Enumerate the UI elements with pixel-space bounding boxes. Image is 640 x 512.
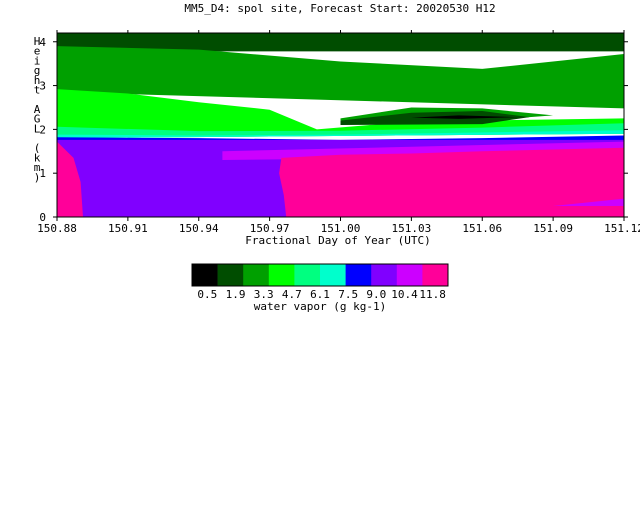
colorbar-tick-label: 1.9 bbox=[226, 288, 246, 301]
y-axis-label-char: e bbox=[34, 45, 41, 58]
contour-region-11 bbox=[57, 141, 83, 217]
y-tick-label: 3 bbox=[39, 80, 46, 93]
y-axis-label-char: G bbox=[34, 113, 41, 126]
colorbar-swatch bbox=[243, 264, 270, 286]
y-tick-label: 2 bbox=[39, 123, 46, 136]
colorbar: 0.5 1.9 3.3 4.7 6.1 7.5 9.0 10.4 11.8 bbox=[191, 263, 449, 301]
colorbar-swatch bbox=[371, 264, 398, 286]
y-axis-label-char: i bbox=[34, 54, 41, 67]
y-axis-label-char: H bbox=[34, 35, 41, 48]
colorbar-frame bbox=[191, 263, 449, 287]
y-axis-label-char: A bbox=[34, 103, 41, 116]
colorbar-swatch bbox=[320, 264, 346, 286]
contour-region-5 bbox=[411, 115, 518, 119]
y-axis: 0 1 2 3 4 bbox=[39, 36, 628, 224]
y-axis-label-char: ( bbox=[34, 142, 41, 155]
y-tick-label: 0 bbox=[39, 211, 46, 224]
colorbar-swatch bbox=[345, 264, 372, 286]
contour-region-13 bbox=[553, 198, 624, 206]
chart-title: MM5_D4: spol site, Forecast Start: 20020… bbox=[184, 2, 495, 15]
y-axis-label-char: m bbox=[34, 161, 41, 174]
y-tick-label: 1 bbox=[39, 167, 46, 180]
x-axis: 150.88 150.91 150.94 150.97 151.00 151.03 151.… bbox=[37, 30, 640, 235]
colorbar-swatch bbox=[217, 264, 244, 286]
x-tick-label: 151.06 bbox=[462, 222, 502, 235]
colorbar-tick-label: 3.3 bbox=[254, 288, 274, 301]
y-axis-label-char: g bbox=[34, 64, 41, 77]
colorbar-tick-label: 10.4 bbox=[391, 288, 418, 301]
y-tick-label: 4 bbox=[39, 36, 46, 49]
x-tick-label: 151.03 bbox=[392, 222, 432, 235]
y-axis-label-char: h bbox=[34, 74, 41, 87]
colorbar-tick-label: 11.8 bbox=[419, 288, 446, 301]
colorbar-swatch bbox=[192, 264, 218, 286]
colorbar-swatch bbox=[396, 264, 423, 286]
colorbar-tick-label: 9.0 bbox=[366, 288, 386, 301]
colorbar-label: water vapor (g kg-1) bbox=[254, 300, 386, 313]
x-tick-label: 150.88 bbox=[37, 222, 77, 235]
contour-region-2 bbox=[57, 89, 624, 139]
y-axis-label-char: t bbox=[34, 84, 41, 97]
colorbar-tick-label: 6.1 bbox=[310, 288, 330, 301]
colorbar-swatch bbox=[422, 264, 449, 286]
x-axis-label: Fractional Day of Year (UTC) bbox=[245, 234, 430, 247]
colorbar-tick-label: 4.7 bbox=[282, 288, 302, 301]
y-axis-label-char: ) bbox=[34, 171, 41, 184]
colorbar-tick-label: 7.5 bbox=[338, 288, 358, 301]
colorbar-swatch bbox=[294, 264, 321, 286]
x-tick-label: 151.00 bbox=[321, 222, 361, 235]
x-tick-label: 150.91 bbox=[108, 222, 148, 235]
x-tick-label: 151.12 bbox=[604, 222, 640, 235]
y-axis-label-char: L bbox=[34, 122, 41, 135]
plot-regions bbox=[57, 33, 624, 217]
contour-region-1 bbox=[57, 46, 624, 109]
colorbar-swatch bbox=[268, 264, 295, 286]
contour-region-7 bbox=[57, 130, 624, 139]
contour-region-12 bbox=[279, 147, 624, 217]
y-axis-label-char: k bbox=[34, 151, 41, 164]
contour-region-0 bbox=[57, 33, 624, 52]
x-tick-label: 150.94 bbox=[179, 222, 219, 235]
colorbar-tick-label: 0.5 bbox=[197, 288, 217, 301]
x-tick-label: 151.09 bbox=[533, 222, 573, 235]
x-tick-label: 150.97 bbox=[250, 222, 290, 235]
